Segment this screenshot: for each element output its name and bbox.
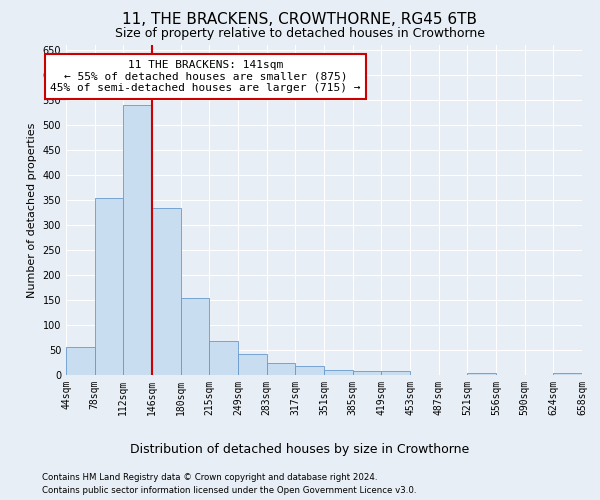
Bar xyxy=(95,198,124,375)
Bar xyxy=(382,370,410,375)
Bar xyxy=(353,370,382,375)
Text: Contains public sector information licensed under the Open Government Licence v3: Contains public sector information licen… xyxy=(42,486,416,495)
Bar xyxy=(209,341,238,375)
Bar xyxy=(152,208,181,375)
Text: Contains HM Land Registry data © Crown copyright and database right 2024.: Contains HM Land Registry data © Crown c… xyxy=(42,472,377,482)
Bar xyxy=(238,354,266,375)
Y-axis label: Number of detached properties: Number of detached properties xyxy=(27,122,37,298)
Bar xyxy=(181,298,209,375)
Text: Distribution of detached houses by size in Crowthorne: Distribution of detached houses by size … xyxy=(130,442,470,456)
Bar xyxy=(553,373,582,375)
Bar xyxy=(66,346,95,375)
Text: Size of property relative to detached houses in Crowthorne: Size of property relative to detached ho… xyxy=(115,28,485,40)
Bar xyxy=(124,105,152,375)
Text: 11, THE BRACKENS, CROWTHORNE, RG45 6TB: 11, THE BRACKENS, CROWTHORNE, RG45 6TB xyxy=(122,12,478,28)
Bar xyxy=(324,370,353,375)
Bar xyxy=(295,366,324,375)
Bar xyxy=(467,373,496,375)
Bar xyxy=(266,362,295,375)
Text: 11 THE BRACKENS: 141sqm
← 55% of detached houses are smaller (875)
45% of semi-d: 11 THE BRACKENS: 141sqm ← 55% of detache… xyxy=(50,60,361,93)
